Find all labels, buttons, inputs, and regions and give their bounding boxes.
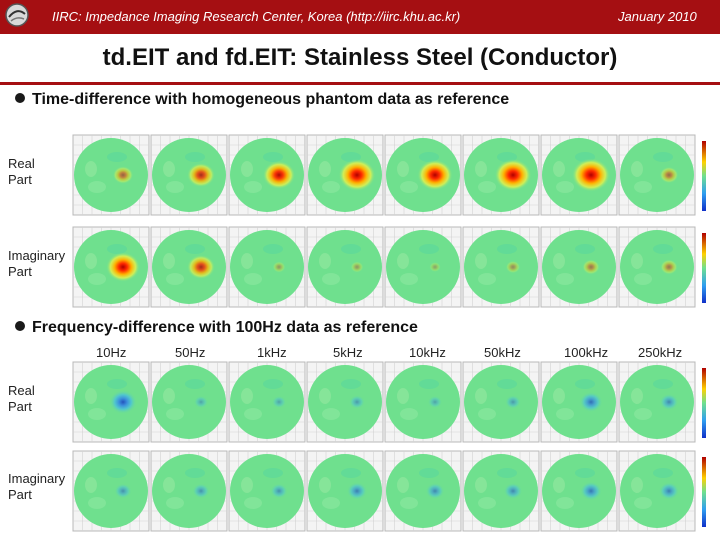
eit-image (306, 450, 384, 532)
row-label-fd-imaginary: Imaginary Part (8, 471, 66, 502)
color-scale-bar (702, 368, 706, 438)
eit-image (462, 450, 540, 532)
eit-image (384, 134, 462, 216)
row-label-td-real: Real Part (8, 156, 35, 187)
eit-image (384, 450, 462, 532)
freq-label: 50Hz (175, 345, 206, 360)
header-organization: IIRC: Impedance Imaging Research Center,… (52, 9, 461, 24)
freq-label: 5kHz (333, 345, 363, 360)
image-strip-fd-imaginary (72, 450, 706, 532)
eit-image (228, 226, 306, 308)
iirc-logo-icon (5, 3, 29, 27)
freq-label: 100kHz (564, 345, 609, 360)
row-label-fd-real: Real Part (8, 383, 35, 414)
eit-image (228, 134, 306, 216)
title-underline (0, 82, 720, 85)
color-scale-bar (702, 141, 706, 211)
eit-image (306, 361, 384, 443)
eit-image (618, 134, 696, 216)
eit-image (540, 226, 618, 308)
color-scale-bar (702, 457, 706, 527)
freq-label: 10Hz (96, 345, 127, 360)
bullet-dot-icon (15, 321, 25, 331)
image-strip-td-real (72, 134, 706, 216)
slide-title: td.EIT and fd.EIT: Stainless Steel (Cond… (102, 44, 618, 71)
freq-label: 10kHz (409, 345, 446, 360)
image-strip-td-imaginary (72, 226, 706, 308)
eit-image (150, 134, 228, 216)
eit-image (150, 226, 228, 308)
eit-image (618, 361, 696, 443)
eit-image (306, 134, 384, 216)
bullet-time-difference-text: Time-difference with homogeneous phantom… (32, 91, 510, 108)
header-date: January 2010 (618, 9, 697, 24)
color-scale-bar (702, 233, 706, 303)
eit-image (540, 361, 618, 443)
eit-image (462, 134, 540, 216)
eit-image (540, 450, 618, 532)
bullet-frequency-difference: Frequency-difference with 100Hz data as … (15, 319, 418, 337)
eit-image (228, 361, 306, 443)
eit-image (72, 226, 150, 308)
eit-image (150, 450, 228, 532)
eit-image (150, 361, 228, 443)
freq-label: 250kHz (638, 345, 683, 360)
eit-image (384, 361, 462, 443)
eit-image (306, 226, 384, 308)
eit-image (618, 226, 696, 308)
bullet-time-difference: Time-difference with homogeneous phantom… (15, 91, 509, 109)
image-strip-fd-real (72, 361, 706, 443)
eit-image (72, 134, 150, 216)
eit-image (540, 134, 618, 216)
eit-image (72, 361, 150, 443)
freq-label: 50kHz (484, 345, 521, 360)
slide-header: IIRC: Impedance Imaging Research Center,… (0, 0, 720, 34)
eit-image (462, 361, 540, 443)
eit-image (72, 450, 150, 532)
eit-image (384, 226, 462, 308)
bullet-dot-icon (15, 93, 25, 103)
freq-label: 1kHz (257, 345, 287, 360)
bullet-frequency-difference-text: Frequency-difference with 100Hz data as … (32, 319, 418, 336)
row-label-td-imaginary: Imaginary Part (8, 248, 66, 279)
eit-image (618, 450, 696, 532)
eit-image (228, 450, 306, 532)
eit-image (462, 226, 540, 308)
